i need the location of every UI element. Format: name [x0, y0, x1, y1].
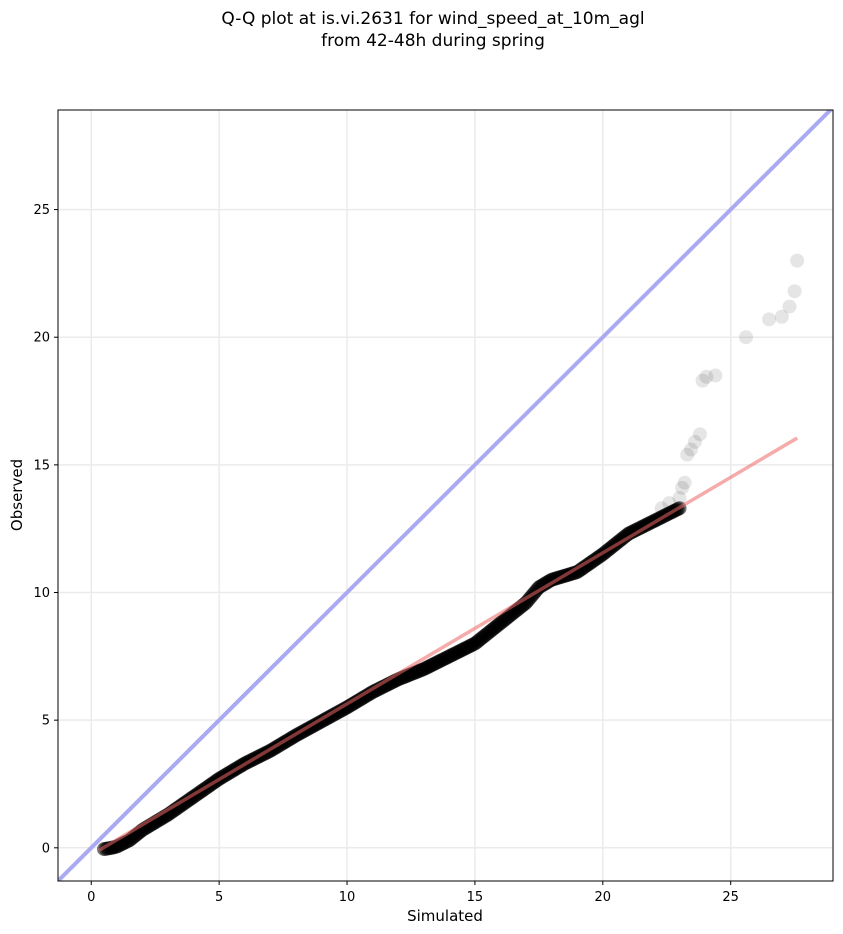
axis-ticks: 0 5 10 15 20 25 0 5 10 15 20 25	[33, 203, 739, 905]
y-tick-label: 0	[42, 841, 50, 856]
x-tick-label: 0	[87, 890, 95, 905]
qq-tail-point	[677, 475, 692, 490]
qq-tail-point	[654, 501, 669, 516]
qq-tail-point	[782, 299, 797, 314]
qq-tail-point	[680, 447, 695, 462]
x-axis-label: Simulated	[407, 907, 483, 925]
qq-tail-point	[762, 312, 777, 327]
qq-tail-point	[662, 496, 677, 511]
fit-line	[98, 436, 799, 852]
qq-tail-point	[675, 480, 690, 495]
qq-tail-point	[708, 368, 723, 383]
x-tick-label: 5	[215, 890, 223, 905]
x-tick-label: 15	[467, 890, 484, 905]
chart-title-line-2: from 42-48h during spring	[321, 31, 545, 51]
qq-tail-point	[790, 253, 805, 268]
qq-tail-point	[692, 427, 707, 442]
plot-marks	[58, 110, 833, 881]
x-tick-label: 10	[339, 890, 356, 905]
x-tick-label: 20	[595, 890, 612, 905]
y-axis-label: Observed	[8, 459, 26, 531]
y-tick-label: 20	[33, 331, 50, 346]
qq-tail-point	[687, 434, 702, 449]
qq-tail-point	[774, 309, 789, 324]
qq-tail-point	[695, 373, 710, 388]
y-tick-label: 5	[42, 714, 50, 729]
qq-tail-point	[684, 442, 699, 457]
qq-tail-point	[787, 284, 802, 299]
plot-area-border	[57, 109, 834, 882]
qq-tail-point	[739, 330, 754, 345]
y-tick-label: 15	[33, 458, 50, 473]
grid-lines	[58, 110, 833, 881]
chart-title-line-1: Q-Q plot at is.vi.2631 for wind_speed_at…	[221, 9, 645, 29]
identity-line	[58, 110, 833, 881]
chart-title: Q-Q plot at is.vi.2631 for wind_speed_at…	[0, 8, 843, 52]
qq-tail-point	[699, 369, 714, 384]
x-tick-label: 25	[722, 890, 739, 905]
qq-tail-point	[672, 491, 687, 506]
y-tick-label: 10	[33, 586, 50, 601]
y-tick-label: 25	[33, 203, 50, 218]
